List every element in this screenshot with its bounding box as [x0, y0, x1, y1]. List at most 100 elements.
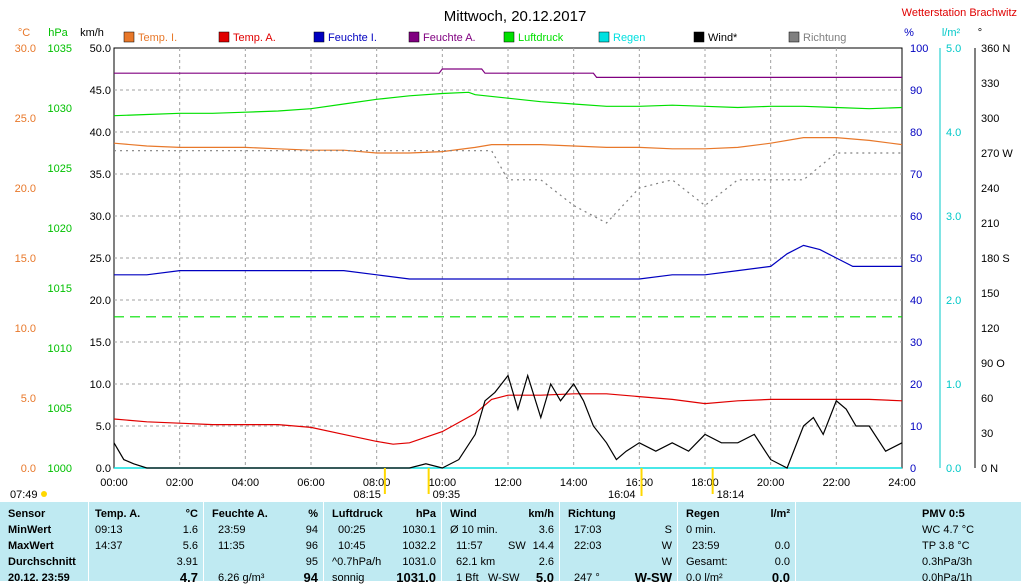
direction-axis-tick-label: 300 — [981, 113, 999, 125]
humidity-axis-unit: % — [904, 27, 914, 39]
stats-cell: 22:03 — [574, 540, 602, 552]
stats-cell: 5.6 — [182, 540, 198, 552]
legend-swatch — [313, 31, 325, 43]
stats-col-temp: Temp. A. °C 09:13 1.6 14:37 5.6 3.91 4.7 — [88, 502, 204, 585]
stats-header-rain: Regen — [686, 508, 720, 520]
stats-cell: TP 3.8 °C — [922, 540, 970, 552]
pressure-axis-tick-label: 1035 — [48, 43, 72, 55]
legend-entry: Feuchte A. — [423, 32, 476, 44]
stats-col-humidity: Feuchte A. % 23:59 94 11:35 96 95 6.26 g… — [203, 502, 324, 585]
sunset-time: 16:04 — [608, 489, 636, 501]
rain-axis-tick-label: 1.0 — [946, 379, 961, 391]
humidity-axis-tick-label: 20 — [910, 379, 922, 391]
humidity-axis-tick-label: 80 — [910, 127, 922, 139]
stats-cell: 0.3hPa/3h — [922, 556, 973, 568]
temp-axis-tick-label: 10.0 — [15, 323, 36, 335]
stats-cell: 95 — [305, 556, 318, 568]
stats-row-label: MaxWert — [8, 540, 54, 552]
series-line-temp-outer — [113, 393, 903, 445]
direction-axis-tick-label: 30 — [981, 428, 993, 440]
stats-cell: SW — [508, 540, 526, 552]
stats-unit-temp: °C — [185, 508, 198, 520]
stats-cell: 1031.0 — [402, 556, 436, 568]
stats-cell: 0.0 — [771, 570, 790, 585]
direction-axis-unit: ° — [978, 27, 982, 39]
series-line-wind — [113, 373, 903, 469]
direction-axis-tick-label: 330 — [981, 78, 999, 90]
x-axis-tick-label: 14:00 — [560, 477, 588, 489]
stats-cell: 0.0 l/m² — [686, 572, 723, 584]
wind-axis-tick-label: 50.0 — [90, 43, 111, 55]
legend-entry: Wind* — [708, 32, 738, 44]
pressure-axis-tick-label: 1030 — [48, 103, 72, 115]
stats-cell: 62.1 km — [456, 556, 496, 568]
stats-cell: W — [661, 540, 672, 552]
stats-cell: Ø 10 min. — [450, 524, 498, 536]
x-axis-tick-label: 16:00 — [626, 477, 654, 489]
stats-cell: 11:57 — [456, 540, 483, 552]
direction-axis-tick-label: 360 N — [981, 43, 1010, 55]
series-line-hum-inner — [114, 244, 902, 280]
stats-cell: 0.0 — [774, 556, 790, 568]
series-line-pressure — [113, 91, 903, 117]
direction-axis-tick-label: 0 N — [981, 463, 998, 475]
temp-axis-tick-label: 20.0 — [15, 183, 36, 195]
rain-axis-tick-label: 3.0 — [946, 211, 961, 223]
series-line-temp-inner — [113, 137, 903, 154]
series-line-direction — [114, 150, 902, 224]
direction-axis-tick-label: 210 — [981, 218, 999, 230]
temp-axis-unit: °C — [18, 27, 30, 39]
pressure-axis-tick-label: 1000 — [48, 463, 72, 475]
stats-unit-humidity: % — [308, 508, 318, 520]
wind-axis-tick-label: 20.0 — [90, 295, 111, 307]
pressure-axis-tick-label: 1025 — [48, 163, 72, 175]
wind-axis-unit: km/h — [80, 27, 104, 39]
stats-col-direction: Richtung 17:03 S 22:03 W W 247 ° W-SW — [559, 502, 678, 585]
rain-axis-unit: l/m² — [942, 27, 961, 39]
statistics-table: Sensor MinWert MaxWert Durchschnitt 20.1… — [0, 502, 1021, 585]
event-time: 08:15 — [353, 489, 381, 501]
stats-cell: sonnig — [332, 572, 365, 584]
stats-header-wind: Wind — [450, 508, 477, 520]
x-axis-tick-label: 12:00 — [494, 477, 522, 489]
stats-header-direction: Richtung — [568, 508, 616, 520]
humidity-axis-tick-label: 90 — [910, 85, 922, 97]
stats-cell: W — [661, 556, 672, 568]
wind-axis-tick-label: 35.0 — [90, 169, 111, 181]
stats-unit-pressure: hPa — [415, 508, 436, 520]
stats-cell: ^0.7hPa/h — [332, 556, 382, 568]
stats-cell: 2.6 — [538, 556, 554, 568]
stats-header-pressure: Luftdruck — [332, 508, 383, 520]
stats-cell: WC 4.7 °C — [922, 524, 975, 536]
humidity-axis-tick-label: 50 — [910, 253, 922, 265]
stats-unit-wind: km/h — [528, 508, 554, 520]
x-axis-tick-label: 24:00 — [888, 477, 916, 489]
stats-cell: 14:37 — [95, 540, 123, 552]
sunrise-time: 07:49 — [10, 489, 38, 501]
humidity-axis-tick-label: 100 — [910, 43, 928, 55]
stats-cell: S — [664, 524, 672, 536]
station-name: Wetterstation Brachwitz — [902, 7, 1017, 19]
x-axis-tick-label: 04:00 — [232, 477, 260, 489]
stats-header-pmv: PMV 0:5 — [922, 508, 965, 520]
weather-chart: Mittwoch, 20.12.2017 Wetterstation Brach… — [10, 7, 1017, 501]
stats-cell: 3.91 — [176, 556, 198, 568]
x-axis-tick-label: 20:00 — [757, 477, 785, 489]
stats-cell: 23:59 — [692, 540, 720, 552]
humidity-axis-tick-label: 40 — [910, 295, 922, 307]
stats-col-wind: Wind km/h Ø 10 min. 3.6 11:57 SW 14.4 62… — [441, 502, 560, 585]
wind-axis-tick-label: 10.0 — [90, 379, 111, 391]
stats-row-label: MinWert — [8, 524, 52, 536]
x-axis-tick-label: 22:00 — [823, 477, 851, 489]
stats-cell: 1030.1 — [402, 524, 436, 536]
temp-axis-tick-label: 5.0 — [21, 393, 36, 405]
humidity-axis-tick-label: 70 — [910, 169, 922, 181]
stats-col-pressure: Luftdruck hPa 00:25 1030.1 10:45 1032.2 … — [323, 502, 442, 585]
chart-markers: 07:49 16:04 08:15 09:35 18:14 — [10, 468, 744, 501]
legend-swatch — [218, 31, 230, 43]
pressure-axis-tick-label: 1005 — [48, 403, 72, 415]
pressure-axis-tick-label: 1010 — [48, 343, 72, 355]
stats-cell: 00:25 — [338, 524, 366, 536]
stats-cell: 94 — [303, 570, 318, 585]
rain-axis-tick-label: 5.0 — [946, 43, 961, 55]
